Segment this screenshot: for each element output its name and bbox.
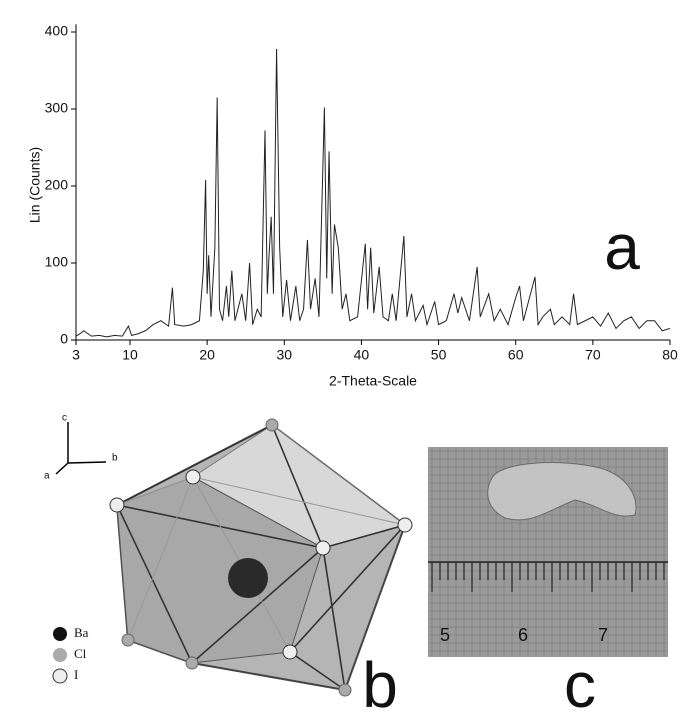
y-tick-label: 300 <box>45 100 69 116</box>
y-tick-label: 200 <box>45 177 69 193</box>
ruler-ticks <box>431 562 665 592</box>
ruler-label: 6 <box>518 625 528 645</box>
legend-cl <box>53 648 67 662</box>
axes-glyph <box>55 422 107 475</box>
legend-i <box>52 668 68 684</box>
y-tick-label: 0 <box>60 331 68 347</box>
ruler-label: 5 <box>440 625 450 645</box>
ruler-label: 7 <box>598 625 608 645</box>
xrd-line <box>75 48 671 338</box>
x-tick-label: 20 <box>199 347 215 363</box>
crystal <box>487 462 637 521</box>
panel-label: b <box>362 649 398 720</box>
axis-b: b <box>112 453 118 464</box>
legend-label: I <box>74 667 78 682</box>
structure: c b a Ba Cl I b <box>44 413 413 721</box>
photo: 5 6 7 c <box>428 447 668 721</box>
x-tick-label: 60 <box>508 347 524 363</box>
x-tick-label: 50 <box>431 347 447 363</box>
x-axis-label: 2-Theta-Scale <box>329 373 417 389</box>
panel-label: a <box>604 211 640 283</box>
y-tick-label: 100 <box>45 254 69 270</box>
x-tick-label: 10 <box>122 347 138 363</box>
x-tick-label: 80 <box>662 347 678 363</box>
cl-atoms <box>121 418 352 697</box>
x-tick-label: 40 <box>354 347 370 363</box>
ba-atom <box>228 558 268 598</box>
x-tick-label: 70 <box>585 347 601 363</box>
axis-c: c <box>62 413 67 424</box>
y-tick-label: 400 <box>45 23 69 39</box>
edges <box>116 424 406 691</box>
panel-label: c <box>564 649 596 720</box>
x-tick-label: 3 <box>72 347 80 363</box>
legend-label: Ba <box>74 625 89 640</box>
i-atoms <box>109 469 413 660</box>
legend-label: Cl <box>74 646 87 661</box>
y-axis-label: Lin (Counts) <box>27 147 43 223</box>
axis-a: a <box>44 471 50 482</box>
x-tick-label: 30 <box>276 347 292 363</box>
legend-ba <box>53 627 67 641</box>
